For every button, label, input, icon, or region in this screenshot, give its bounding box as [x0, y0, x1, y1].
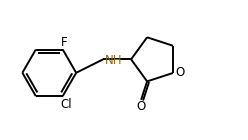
Text: NH: NH [105, 54, 123, 67]
Text: Cl: Cl [60, 98, 71, 111]
Text: O: O [175, 66, 184, 80]
Text: F: F [61, 36, 68, 49]
Text: O: O [136, 101, 146, 113]
